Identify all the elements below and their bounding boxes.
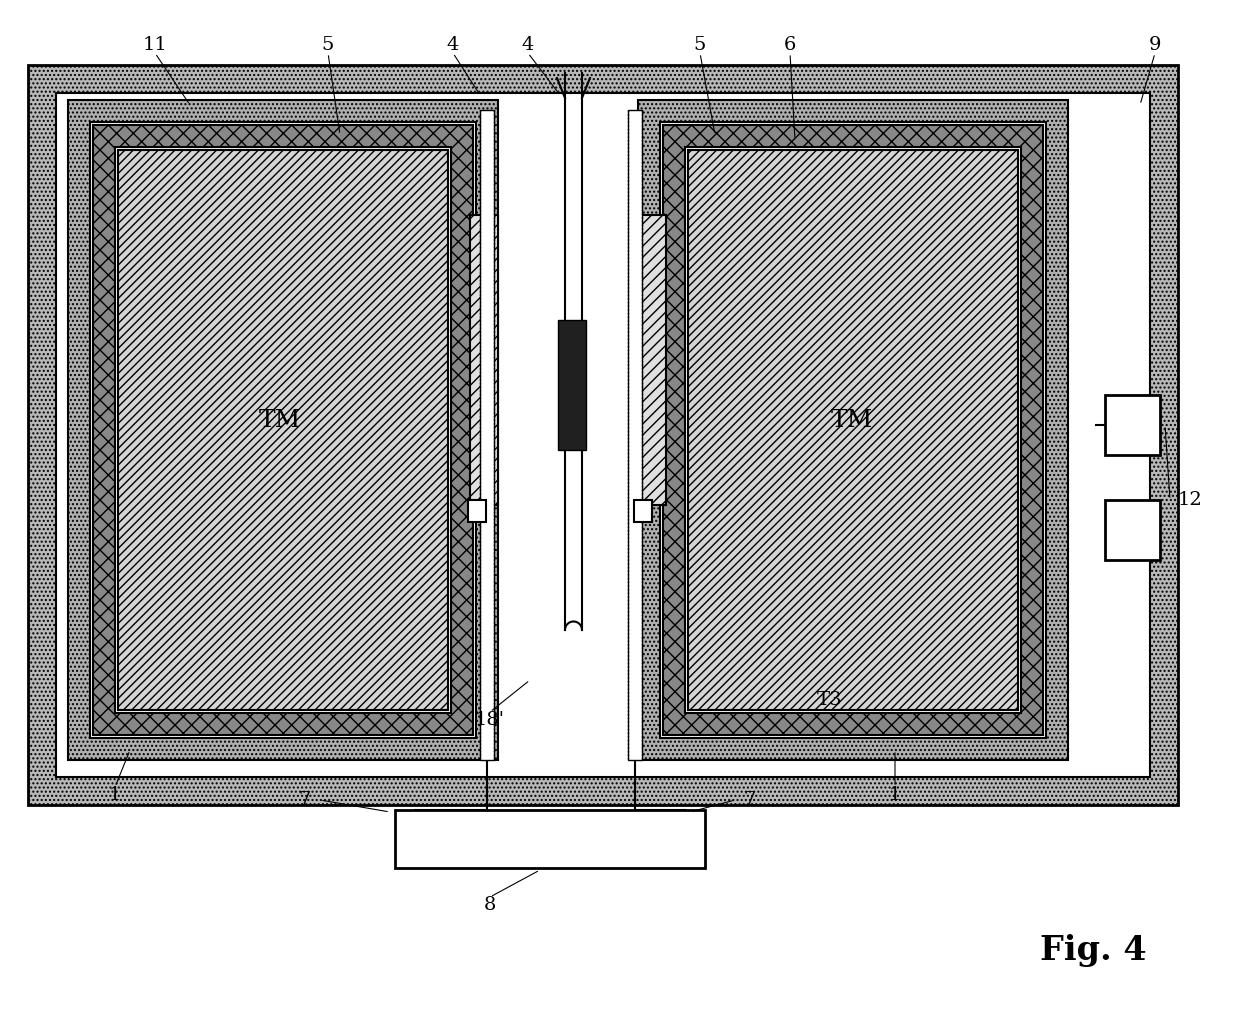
- Bar: [558, 320, 586, 450]
- Bar: [395, 810, 705, 868]
- Text: 8: 8: [483, 896, 496, 914]
- Text: 11: 11: [142, 36, 167, 54]
- Text: 7: 7: [299, 791, 311, 809]
- Bar: [660, 122, 1046, 738]
- Bar: [90, 122, 476, 738]
- Text: Fig. 4: Fig. 4: [1040, 934, 1146, 967]
- Text: 1: 1: [109, 786, 121, 804]
- Bar: [1105, 500, 1160, 560]
- Bar: [638, 100, 1068, 760]
- Bar: [688, 150, 1018, 710]
- Bar: [470, 215, 498, 505]
- Bar: [468, 500, 486, 522]
- Bar: [685, 147, 1021, 713]
- Bar: [479, 110, 494, 760]
- Bar: [28, 65, 1178, 805]
- Text: 9: 9: [1149, 36, 1161, 54]
- Text: 4: 4: [447, 36, 460, 54]
- Text: T3: T3: [818, 691, 843, 709]
- Text: 7: 7: [743, 791, 756, 809]
- Text: 5: 5: [694, 36, 706, 54]
- Text: TM: TM: [259, 409, 301, 431]
- Text: TM: TM: [831, 409, 873, 431]
- Bar: [663, 125, 1043, 735]
- Bar: [628, 110, 642, 760]
- Text: 5: 5: [322, 36, 335, 54]
- Bar: [56, 93, 1150, 777]
- Bar: [118, 150, 449, 710]
- Bar: [115, 147, 451, 713]
- Text: 1: 1: [888, 786, 901, 804]
- Bar: [634, 500, 652, 522]
- Bar: [68, 100, 498, 760]
- Text: 6: 6: [784, 36, 797, 54]
- Text: 4: 4: [522, 36, 534, 54]
- Bar: [1105, 394, 1160, 455]
- Text: 18': 18': [475, 711, 506, 729]
- Bar: [93, 125, 473, 735]
- Bar: [638, 215, 667, 505]
- Text: 12: 12: [1177, 491, 1202, 509]
